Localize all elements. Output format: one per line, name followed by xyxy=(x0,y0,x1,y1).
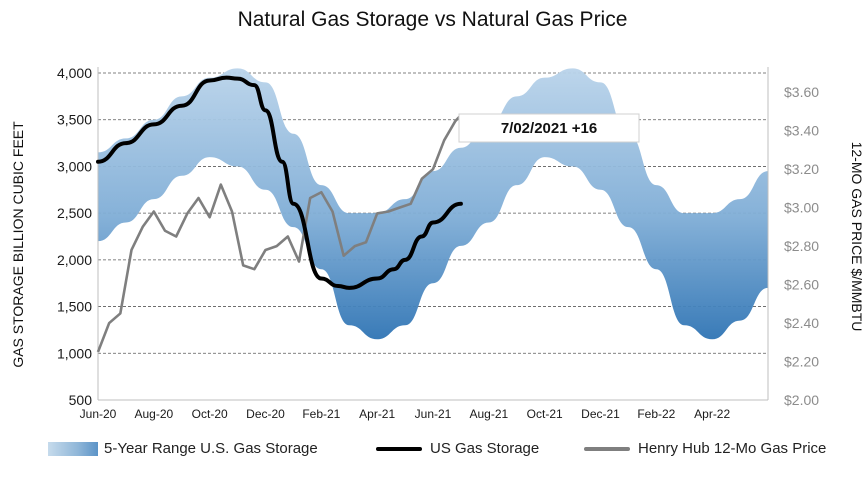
y-right-tick-label: $2.20 xyxy=(784,354,819,370)
y-left-tick-label: 500 xyxy=(69,392,93,408)
y-right-tick-label: $2.00 xyxy=(784,392,819,408)
x-tick-label: Dec-20 xyxy=(246,407,285,421)
annotation-label: 7/02/2021 +16 xyxy=(501,120,597,137)
y-left-tick-label: 4,000 xyxy=(57,65,92,81)
y-left-tick-label: 2,000 xyxy=(57,252,92,268)
series-us-gas-storage xyxy=(96,75,463,290)
y-right-tick-label: $3.40 xyxy=(784,123,819,139)
y-left-tick-label: 3,000 xyxy=(57,158,92,174)
legend-label-price: Henry Hub 12-Mo Gas Price xyxy=(638,440,827,457)
legend-label-storage: US Gas Storage xyxy=(430,440,540,457)
y-right-tick-label: $2.80 xyxy=(784,238,819,254)
x-tick-label: Feb-22 xyxy=(637,407,675,421)
chart-title: Natural Gas Storage vs Natural Gas Price xyxy=(237,8,628,31)
x-tick-label: Oct-21 xyxy=(527,407,563,421)
x-tick-label: Apr-21 xyxy=(359,407,395,421)
y-right-tick-label: $3.60 xyxy=(784,84,819,100)
x-tick-label: Jun-21 xyxy=(415,407,452,421)
y-left-axis-title: GAS STORAGE BILLION CUBIC FEET xyxy=(10,121,26,368)
legend-item-storage: US Gas Storage xyxy=(376,440,539,457)
legend-item-range: 5-Year Range U.S. Gas Storage xyxy=(48,440,318,457)
legend-item-price: Henry Hub 12-Mo Gas Price xyxy=(584,440,826,457)
x-tick-label: Dec-21 xyxy=(581,407,620,421)
y-right-tick-label: $3.20 xyxy=(784,161,819,177)
x-tick-label: Oct-20 xyxy=(192,407,228,421)
y-right-tick-label: $2.40 xyxy=(784,315,819,331)
x-tick-label: Aug-20 xyxy=(134,407,173,421)
x-tick-label: Aug-21 xyxy=(469,407,508,421)
y-right-tick-label: $2.60 xyxy=(784,277,819,293)
legend-swatch-price xyxy=(584,446,630,451)
legend-swatch-range xyxy=(48,441,98,456)
legend-swatch-storage xyxy=(376,446,422,451)
legend: 5-Year Range U.S. Gas Storage US Gas Sto… xyxy=(0,440,865,468)
x-tick-label: Apr-22 xyxy=(694,407,730,421)
x-tick-label: Jun-20 xyxy=(80,407,117,421)
y-left-tick-label: 3,500 xyxy=(57,112,92,128)
y-left-tick-label: 1,000 xyxy=(57,345,92,361)
y-right-axis-title: 12-MO GAS PRICE $/MMBTU xyxy=(849,142,865,332)
annotation-box xyxy=(458,113,640,143)
y-right-tick-label: $3.00 xyxy=(784,200,819,216)
series-henry-hub-price xyxy=(96,114,462,353)
x-tick-label: Feb-21 xyxy=(302,407,340,421)
legend-label-range: 5-Year Range U.S. Gas Storage xyxy=(104,440,318,457)
y-left-tick-label: 1,500 xyxy=(57,299,92,315)
y-left-tick-label: 2,500 xyxy=(57,205,92,221)
series-range-band xyxy=(98,68,768,340)
